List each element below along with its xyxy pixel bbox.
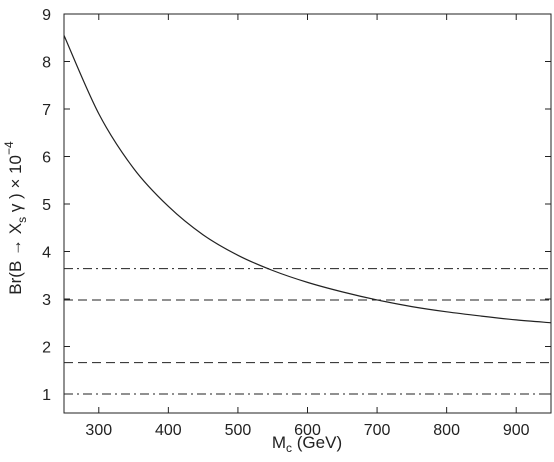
y-axis-label: Br(B → Xs γ ) × 10−4 [2,141,29,295]
x-tick-label: 500 [225,422,252,439]
x-tick-label: 900 [503,422,530,439]
x-tick-label: 300 [85,422,112,439]
x-axis-ticks: 300 400 500 600 700 800 900 [85,14,530,439]
y-tick-label: 7 [42,102,51,119]
x-tick-label: 400 [155,422,182,439]
y-axis-label-pre: Br(B → X [6,223,25,295]
y-tick-label: 5 [42,197,51,214]
y-tick-label: 8 [42,55,51,72]
x-axis-label-main: M [272,433,286,452]
branching-ratio-curve [63,35,552,324]
x-tick-label: 800 [433,422,460,439]
y-axis-ticks: 1 2 3 4 5 6 7 8 9 [42,7,551,404]
y-tick-label: 1 [42,387,51,404]
x-axis-label: Mc (GeV) [272,433,342,455]
x-axis-label-rest: (GeV) [292,433,342,452]
x-tick-label: 600 [294,422,321,439]
y-tick-label: 6 [42,150,51,167]
series-group [63,35,552,324]
plot-frame [63,13,552,414]
y-tick-label: 2 [42,340,51,357]
y-axis-label-mid: γ ) × 10 [6,155,25,217]
y-axis-label-sub: s [15,217,29,223]
y-axis-label-sup: −4 [2,141,16,155]
y-tick-label: 4 [42,245,51,262]
x-axis-label-sub: c [286,441,292,455]
y-tick-label: 9 [42,7,51,24]
x-tick-label: 700 [364,422,391,439]
y-tick-label: 3 [42,292,51,309]
reference-lines [64,268,551,395]
